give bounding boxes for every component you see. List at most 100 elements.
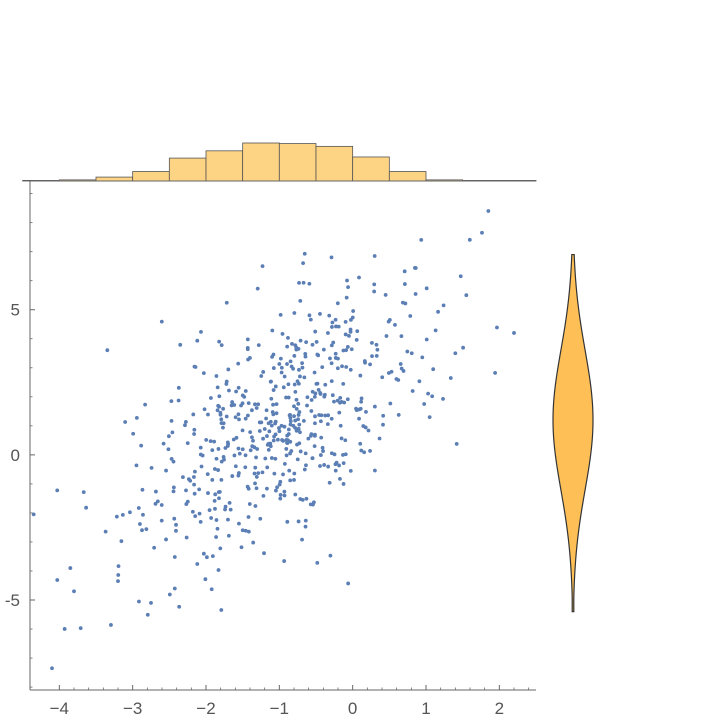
scatter-point bbox=[254, 406, 259, 410]
scatter-point bbox=[278, 496, 283, 501]
scatter-point bbox=[202, 407, 207, 412]
scatter-point bbox=[372, 282, 377, 287]
scatter-point bbox=[265, 465, 270, 470]
scatter-point bbox=[78, 626, 83, 631]
scatter-point bbox=[236, 361, 241, 366]
scatter-point bbox=[215, 526, 220, 531]
scatter-point bbox=[293, 343, 298, 348]
scatter-point bbox=[289, 449, 294, 453]
scatter-point bbox=[285, 344, 290, 349]
x-tick-label: −3 bbox=[123, 699, 142, 718]
scatter-point bbox=[255, 286, 260, 291]
histogram-bar bbox=[278, 143, 317, 182]
scatter-point bbox=[433, 328, 438, 333]
scatter-point bbox=[292, 414, 296, 418]
scatter-point bbox=[375, 347, 380, 352]
scatter-point bbox=[209, 396, 213, 400]
scatter-point bbox=[246, 401, 251, 406]
scatter-point bbox=[338, 395, 343, 400]
scatter-point bbox=[358, 373, 363, 378]
scatter-point bbox=[183, 423, 187, 428]
scatter-point bbox=[116, 564, 121, 569]
scatter-point bbox=[219, 608, 224, 612]
scatter-point bbox=[333, 317, 338, 322]
scatter-point bbox=[265, 486, 269, 491]
scatter-point bbox=[354, 338, 359, 342]
scatter-point bbox=[216, 468, 220, 472]
scatter-point bbox=[250, 444, 255, 449]
scatter-point bbox=[321, 347, 326, 352]
scatter-point bbox=[273, 384, 278, 389]
scatter-point bbox=[297, 280, 301, 285]
scatter-point bbox=[344, 295, 349, 300]
scatter-point bbox=[252, 402, 257, 407]
scatter-point bbox=[227, 500, 232, 505]
scatter-point bbox=[191, 412, 196, 417]
scatter-point bbox=[278, 479, 283, 484]
scatter-point bbox=[259, 420, 264, 425]
scatter-point bbox=[253, 481, 257, 486]
scatter-point bbox=[293, 389, 298, 394]
scatter-point bbox=[373, 468, 377, 473]
scatter-point bbox=[206, 491, 210, 495]
scatter-point bbox=[312, 433, 317, 438]
scatter-point bbox=[176, 385, 181, 390]
histogram-bar bbox=[205, 150, 244, 182]
scatter-point bbox=[275, 485, 279, 490]
scatter-point bbox=[288, 359, 293, 364]
scatter-point bbox=[275, 437, 280, 442]
scatter-point bbox=[285, 441, 290, 445]
scatter-point bbox=[284, 453, 289, 458]
scatter-point bbox=[128, 510, 132, 515]
scatter-point bbox=[486, 209, 491, 213]
scatter-point bbox=[333, 351, 338, 356]
scatter-point bbox=[218, 546, 223, 551]
scatter-point bbox=[203, 577, 208, 582]
scatter-point bbox=[216, 447, 221, 451]
x-tick-label: 1 bbox=[421, 699, 430, 718]
scatter-point bbox=[279, 370, 284, 375]
scatter-point bbox=[240, 447, 245, 452]
scatter-point bbox=[335, 366, 340, 371]
scatter-point bbox=[318, 464, 322, 468]
scatter-point bbox=[204, 437, 209, 442]
scatter-point bbox=[331, 340, 336, 345]
scatter-point bbox=[141, 512, 145, 517]
scatter-point bbox=[164, 537, 168, 542]
scatter-point bbox=[192, 432, 196, 436]
scatter-point bbox=[318, 453, 323, 457]
scatter-point bbox=[183, 419, 188, 424]
scatter-point bbox=[279, 365, 284, 370]
scatter-point bbox=[315, 381, 320, 386]
scatter-point bbox=[251, 540, 256, 545]
scatter-point bbox=[370, 340, 374, 345]
scatter-point bbox=[372, 254, 377, 258]
scatter-point bbox=[310, 342, 315, 347]
scatter-point bbox=[274, 402, 279, 406]
scatter-point bbox=[169, 418, 174, 423]
scatter-point bbox=[192, 475, 196, 479]
scatter-point bbox=[256, 343, 261, 348]
scatter-point bbox=[253, 465, 258, 470]
histogram-bar bbox=[168, 157, 207, 182]
scatter-point bbox=[31, 512, 36, 517]
scatter-point bbox=[441, 397, 445, 401]
scatter-point bbox=[213, 506, 217, 511]
scatter-point bbox=[210, 448, 215, 453]
histogram-bar bbox=[242, 142, 280, 182]
scatter-point bbox=[296, 417, 301, 422]
scatter-point bbox=[219, 459, 224, 464]
scatter-point bbox=[278, 312, 283, 317]
scatter-point bbox=[357, 416, 361, 421]
scatter-point bbox=[226, 442, 231, 446]
scatter-point bbox=[271, 366, 276, 370]
scatter-point bbox=[399, 334, 404, 339]
scatter-point bbox=[326, 331, 330, 335]
scatter-point bbox=[271, 438, 276, 443]
scatter-point bbox=[340, 364, 344, 369]
scatter-point bbox=[351, 309, 356, 313]
scatter-point bbox=[206, 412, 210, 417]
scatter-point bbox=[261, 436, 265, 441]
x-histogram bbox=[22, 142, 537, 182]
scatter-point bbox=[261, 493, 266, 498]
